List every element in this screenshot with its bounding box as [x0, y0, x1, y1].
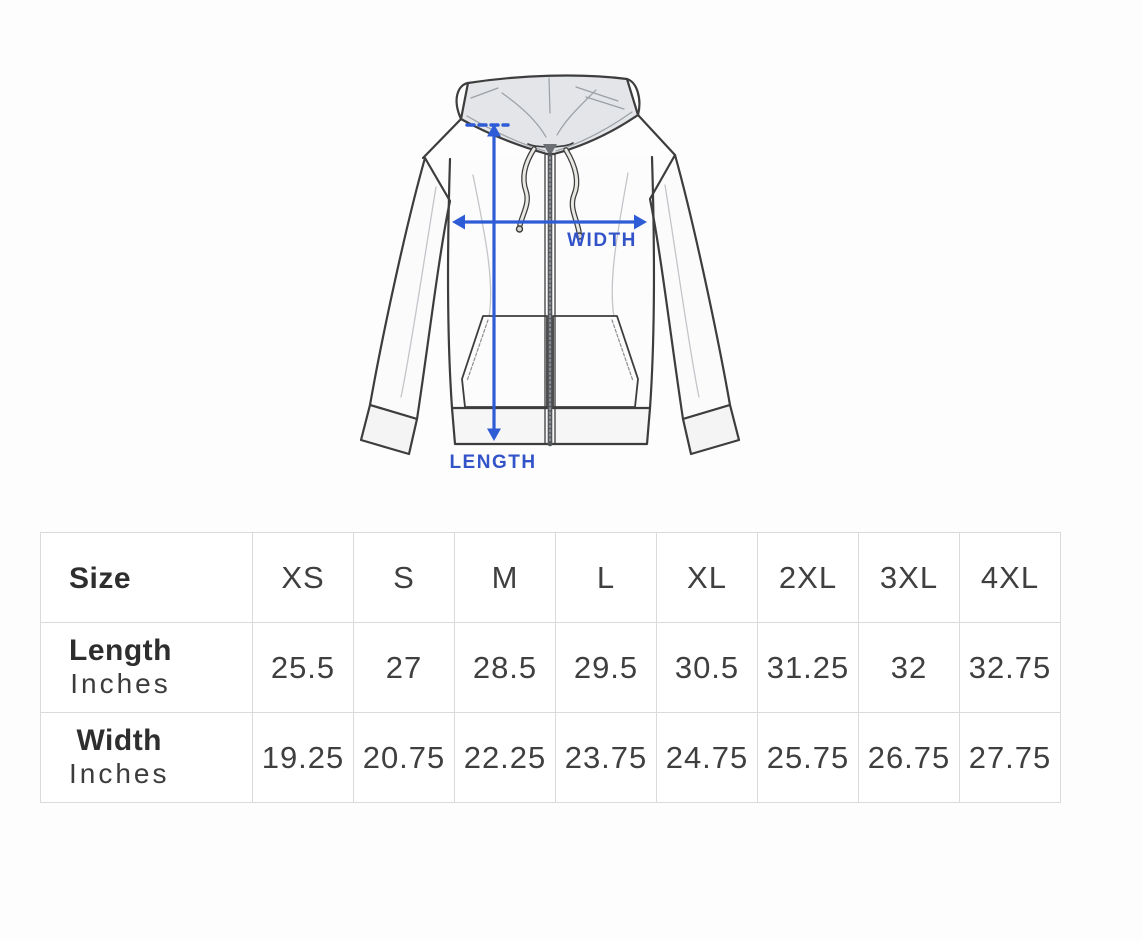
hoodie-diagram: WIDTH LENGTH — [359, 74, 741, 473]
width-value-xs: 19.25 — [252, 712, 354, 803]
width-row: Width Inches 19.25 20.75 22.25 23.75 24.… — [40, 712, 1061, 803]
size-header-cell: Size — [40, 532, 253, 623]
width-value-2xl: 25.75 — [757, 712, 859, 803]
table-header-row: Size XS S M L XL 2XL 3XL 4XL — [40, 532, 1061, 623]
length-value-s: 27 — [353, 622, 455, 713]
width-value-s: 20.75 — [353, 712, 455, 803]
hoodie-pockets — [461, 315, 639, 408]
length-row: Length Inches 25.5 27 28.5 29.5 30.5 31.… — [40, 622, 1061, 713]
width-value-xl: 24.75 — [656, 712, 758, 803]
length-value-3xl: 32 — [858, 622, 960, 713]
col-header-3xl: 3XL — [858, 532, 960, 623]
col-header-xs: XS — [252, 532, 354, 623]
length-value-4xl: 32.75 — [959, 622, 1061, 713]
size-header-label: Size — [69, 561, 132, 595]
width-arrow-label: WIDTH — [567, 230, 637, 251]
hoodie-right-sleeve — [648, 153, 732, 421]
length-value-2xl: 31.25 — [757, 622, 859, 713]
width-value-3xl: 26.75 — [858, 712, 960, 803]
col-header-l: L — [555, 532, 657, 623]
width-value-4xl: 27.75 — [959, 712, 1061, 803]
width-row-unit: Inches — [69, 757, 170, 789]
size-chart: Size XS S M L XL 2XL 3XL 4XL Length Inc — [40, 532, 1061, 803]
col-header-s: S — [353, 532, 455, 623]
length-value-l: 29.5 — [555, 622, 657, 713]
zipper — [543, 144, 557, 447]
col-header-m: M — [454, 532, 556, 623]
length-value-xl: 30.5 — [656, 622, 758, 713]
length-row-label: Length — [69, 634, 172, 668]
width-row-label: Width — [76, 724, 163, 758]
width-row-header: Width Inches — [40, 712, 253, 803]
length-value-xs: 25.5 — [252, 622, 354, 713]
length-row-header: Length Inches — [40, 622, 253, 713]
col-header-2xl: 2XL — [757, 532, 859, 623]
width-value-l: 23.75 — [555, 712, 657, 803]
length-value-m: 28.5 — [454, 622, 556, 713]
length-arrow — [487, 124, 501, 441]
hoodie-right-cuff — [681, 403, 741, 456]
width-value-m: 22.25 — [454, 712, 556, 803]
size-chart-table: Size XS S M L XL 2XL 3XL 4XL Length Inc — [40, 532, 1061, 803]
hood-creases — [470, 77, 625, 138]
length-arrow-label: LENGTH — [449, 452, 536, 473]
hoodie-left-cuff — [359, 403, 419, 456]
col-header-4xl: 4XL — [959, 532, 1061, 623]
length-row-unit: Inches — [70, 667, 171, 699]
col-header-xl: XL — [656, 532, 758, 623]
measurement-overlay: WIDTH LENGTH — [449, 123, 647, 473]
width-arrow — [452, 214, 647, 230]
hoodie-left-sleeve — [368, 156, 452, 421]
